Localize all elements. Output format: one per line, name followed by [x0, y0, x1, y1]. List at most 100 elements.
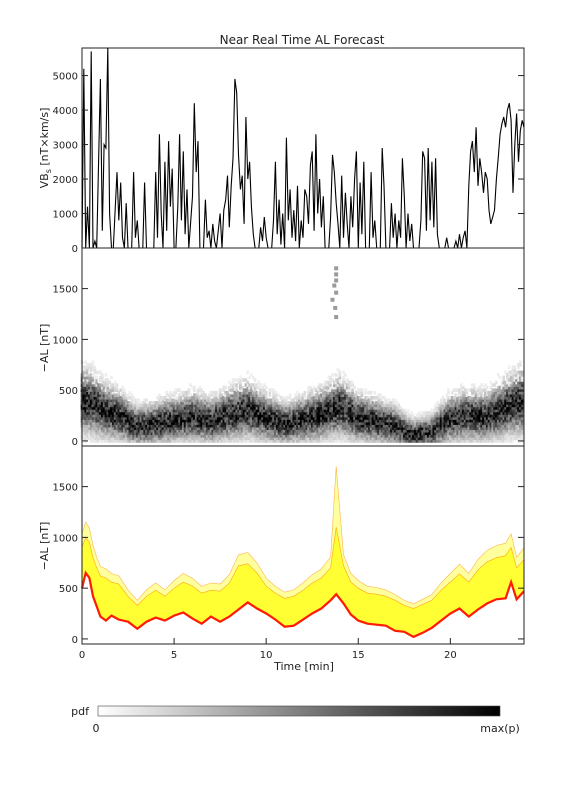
pdf-cell [299, 395, 303, 400]
pdf-cell [180, 423, 183, 428]
pdf-cell [257, 390, 261, 395]
pdf-cell [196, 413, 200, 418]
pdf-cell [93, 439, 97, 443]
pdf-cell [147, 406, 150, 410]
pdf-cell [338, 421, 342, 425]
pdf-cell [513, 436, 517, 441]
pdf-cell [187, 413, 191, 418]
pdf-cell [443, 398, 447, 403]
pdf-cell [333, 401, 336, 405]
pdf-cell [368, 431, 371, 436]
pdf-cell [135, 428, 139, 433]
pdf-cell [275, 413, 279, 418]
pdf-cell [215, 431, 218, 436]
pdf-cell [137, 401, 141, 405]
pdf-cell [222, 398, 226, 403]
pdf-cell [513, 426, 517, 431]
pdf-cell [167, 398, 170, 403]
pdf-cell [314, 423, 318, 428]
pdf-cell [259, 393, 262, 398]
pdf-cell [239, 436, 242, 441]
pdf-cell [123, 401, 126, 405]
pdf-cell [450, 418, 454, 423]
pdf-cell [263, 383, 266, 387]
pdf-cell [450, 413, 454, 418]
pdf-cell [356, 388, 360, 392]
pdf-cell [454, 431, 458, 436]
pdf-cell [476, 418, 480, 423]
pdf-cell [434, 403, 437, 408]
pdf-cell [222, 434, 226, 438]
pdf-cell [185, 416, 189, 420]
pdf-cell [380, 436, 384, 441]
pdf-cell [426, 431, 430, 436]
pdf-cell [353, 406, 356, 410]
pdf-cell [88, 421, 91, 425]
pdf-cell [161, 428, 165, 433]
pdf-cell [274, 401, 277, 405]
pdf-cell [469, 421, 472, 425]
pdf-cell [124, 398, 128, 403]
pdf-cell [147, 418, 150, 423]
pdf-cell [235, 413, 238, 418]
pdf-cell [312, 434, 316, 438]
pdf-cell [250, 390, 253, 395]
pdf-cell [89, 395, 93, 400]
pdf-cell [242, 401, 246, 405]
pdf-cell [342, 375, 345, 380]
pdf-cell [126, 426, 130, 431]
pdf-cell [415, 423, 419, 428]
pdf-cell [507, 370, 511, 375]
pdf-cell [294, 434, 297, 438]
pdf-cell [135, 436, 139, 441]
pdf-cell [500, 439, 504, 443]
pdf-cell [183, 390, 187, 395]
pdf-cell [445, 403, 448, 408]
pdf-cell [476, 395, 480, 400]
pdf-cell [321, 390, 325, 395]
pdf-cell [246, 393, 250, 398]
pdf-cell [395, 426, 399, 431]
pdf-cell [356, 398, 360, 403]
pdf-cell [150, 434, 154, 438]
pdf-cell [345, 418, 349, 423]
pdf-cell [320, 395, 323, 400]
pdf-cell [205, 434, 209, 438]
pdf-cell [204, 439, 207, 443]
pdf-cell [344, 403, 347, 408]
pdf-cell [500, 393, 504, 398]
pdf-cell [415, 418, 419, 423]
pdf-cell [482, 413, 485, 418]
pdf-cell [213, 413, 216, 418]
pdf-cell [456, 426, 459, 431]
pdf-cell [224, 434, 227, 438]
pdf-cell [294, 431, 297, 436]
pdf-cell [187, 408, 191, 413]
pdf-cell [303, 439, 307, 443]
pdf-cell [399, 436, 402, 441]
pdf-cell [417, 426, 421, 431]
pdf-cell [491, 434, 494, 438]
pdf-cell [172, 413, 176, 418]
pdf-cell [123, 408, 126, 413]
pdf-cell [274, 426, 277, 431]
pdf-cell [401, 436, 404, 441]
pdf-cell [172, 436, 176, 441]
pdf-cell [426, 436, 430, 441]
pdf-cell [360, 398, 364, 403]
pdf-cell [401, 428, 404, 433]
pdf-cell [259, 426, 262, 431]
pdf-cell [377, 413, 380, 418]
pdf-cell [255, 395, 259, 400]
pdf-cell [137, 431, 141, 436]
pdf-cell [485, 398, 489, 403]
pdf-cell [128, 426, 132, 431]
pdf-cell [93, 368, 97, 372]
pdf-cell [342, 378, 345, 382]
pdf-cell [336, 413, 340, 418]
pdf-cell [283, 428, 286, 433]
pdf-cell [274, 390, 277, 395]
pdf-cell [250, 428, 253, 433]
pdf-cell [428, 434, 432, 438]
pdf-cell [329, 390, 332, 395]
